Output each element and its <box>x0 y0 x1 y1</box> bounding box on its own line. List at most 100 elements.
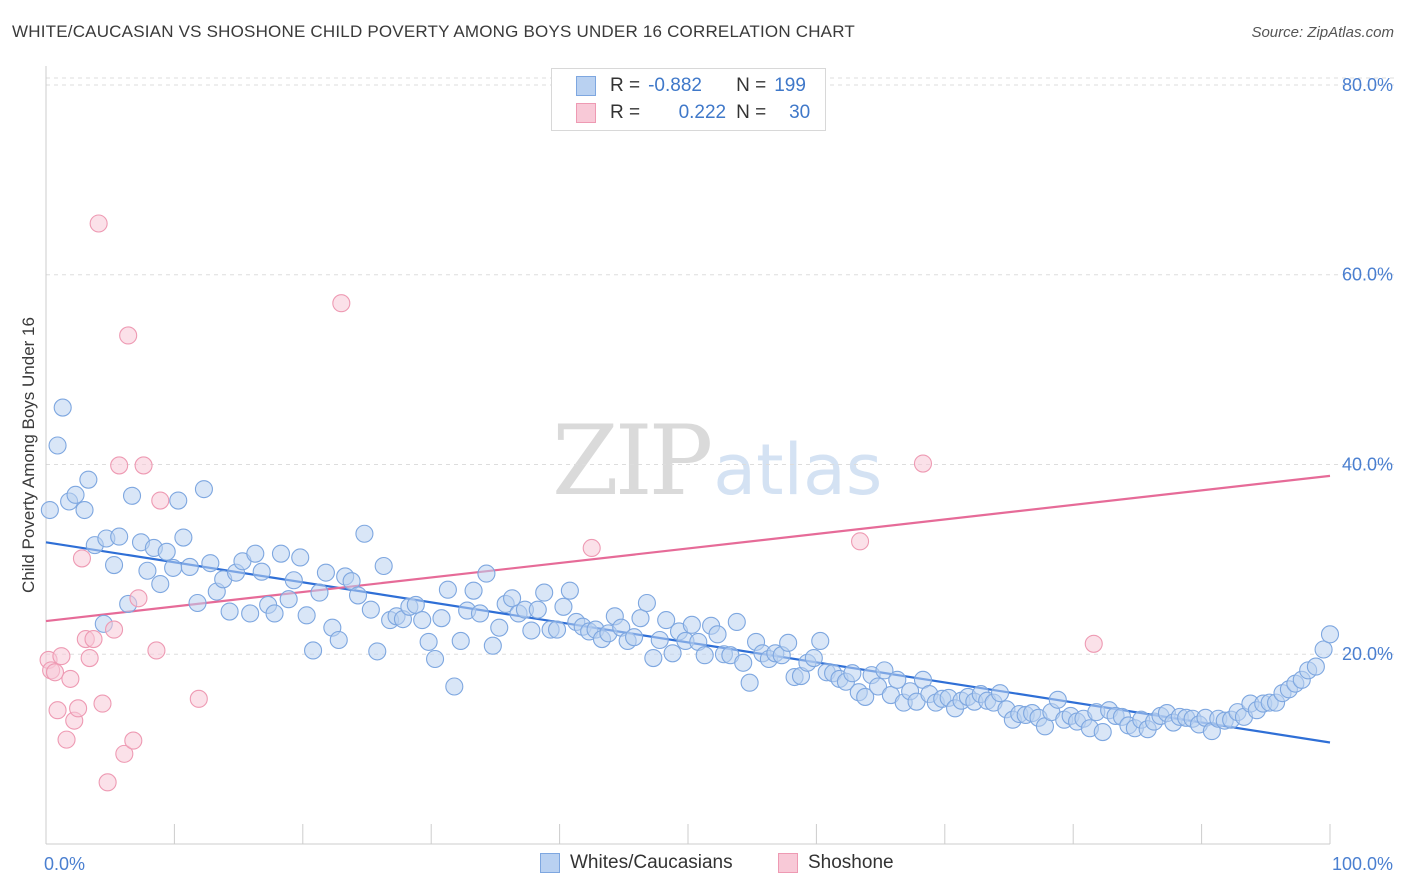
white-caucasian-point <box>374 556 393 576</box>
legend-r-label: R = <box>610 75 641 96</box>
series-legend: Whites/Caucasians Shoshone <box>0 852 1406 878</box>
legend-r-label: R = <box>610 102 641 123</box>
white-caucasian-point <box>406 595 425 614</box>
white-caucasian-point <box>66 485 85 504</box>
shoshone-point <box>124 731 143 750</box>
white-caucasian-point <box>432 609 451 628</box>
white-caucasian-point <box>284 571 303 590</box>
white-caucasian-point <box>875 661 894 680</box>
shoshone-point <box>332 294 351 313</box>
white-caucasian-point <box>48 436 67 455</box>
y-tick-label: 20.0% <box>1342 644 1393 664</box>
shoshone-point <box>48 701 67 720</box>
white-caucasian-point <box>329 630 348 650</box>
legend-n-label: N = <box>736 75 767 96</box>
white-caucasian-point <box>650 630 669 650</box>
white-caucasian-point <box>740 673 759 692</box>
white-caucasian-point <box>535 583 554 602</box>
white-caucasian-point <box>843 664 862 683</box>
watermark-atlas: atlas <box>713 429 883 511</box>
white-caucasian-point <box>252 562 271 581</box>
shoshone-point <box>80 648 99 668</box>
legend-r-value: -0.882 <box>648 75 702 96</box>
trend-lines <box>45 474 1331 744</box>
white-caucasian-point <box>868 677 888 696</box>
legend-item-whites: Whites/Caucasians <box>540 852 733 874</box>
white-caucasian-point <box>310 583 329 602</box>
watermark-zip: ZIP <box>552 405 713 517</box>
white-caucasian-point <box>663 644 682 663</box>
shoshone-point <box>913 454 933 473</box>
white-caucasian-point <box>1048 690 1067 709</box>
legend-n-value: 30 <box>789 102 811 123</box>
shoshone-point <box>84 630 103 649</box>
white-caucasian-point <box>1306 657 1325 676</box>
white-caucasian-point <box>804 648 823 668</box>
legend-label-shoshone: Shoshone <box>808 852 894 873</box>
white-caucasian-point <box>174 528 193 547</box>
white-caucasian-point <box>75 500 94 520</box>
white-caucasian-point <box>413 611 432 630</box>
x-tick-label: 0.0% <box>44 854 85 874</box>
white-caucasian-point <box>105 556 124 575</box>
white-caucasian-point <box>1320 625 1340 644</box>
white-caucasian-point <box>695 646 714 665</box>
legend-n-value: 199 <box>774 75 806 96</box>
white-caucasian-point <box>241 604 260 623</box>
shoshone-point <box>69 699 88 718</box>
white-caucasian-point <box>811 631 830 651</box>
white-caucasian-point <box>1093 722 1112 742</box>
white-caucasian-point <box>79 470 98 489</box>
white-caucasian-point <box>477 564 496 583</box>
correlation-legend: R = -0.882 N = 199 R = 0.222 N = 30 <box>551 68 826 131</box>
y-tick-label: 60.0% <box>1342 265 1393 285</box>
y-axis-title: Child Poverty Among Boys Under 16 <box>19 317 38 593</box>
white-caucasian-point <box>279 590 298 609</box>
white-caucasian-point <box>368 642 387 661</box>
white-caucasian-point <box>503 589 522 608</box>
white-caucasian-point <box>734 653 753 672</box>
shoshone-point <box>115 744 134 763</box>
white-caucasian-point <box>40 500 59 520</box>
legend-label-whites: Whites/Caucasians <box>570 852 733 873</box>
shoshone-point <box>72 549 92 568</box>
legend-row-whites: R = -0.882 N = 199 <box>576 74 806 98</box>
shoshone-point <box>189 689 208 708</box>
shoshone-point <box>582 538 601 558</box>
white-caucasian-point <box>271 544 291 563</box>
white-caucasian-point <box>188 593 207 613</box>
legend-swatch-pink <box>576 103 596 123</box>
white-caucasian-point <box>464 581 483 600</box>
white-caucasian-point <box>297 606 316 625</box>
white-caucasian-point <box>990 684 1010 703</box>
watermark: ZIPatlas <box>552 405 882 517</box>
shoshone-point <box>93 694 112 713</box>
shoshone-point <box>151 491 170 510</box>
y-tick-label: 40.0% <box>1342 454 1393 474</box>
white-caucasian-point <box>727 612 746 632</box>
white-caucasian-point <box>194 480 213 499</box>
shoshone-point <box>1084 634 1103 653</box>
white-caucasian-point <box>856 687 875 706</box>
white-caucasian-point <box>265 604 284 623</box>
white-caucasian-point <box>528 600 547 619</box>
shoshone-point <box>105 620 124 639</box>
shoshone-point <box>57 730 76 749</box>
white-caucasian-point <box>138 561 157 580</box>
white-caucasian-point <box>246 544 265 563</box>
shoshone-point <box>129 589 148 608</box>
white-caucasian-point <box>201 554 220 573</box>
white-caucasian-point <box>419 632 438 651</box>
x-tick-label: 100.0% <box>1332 854 1393 874</box>
white-caucasian-point <box>122 486 142 505</box>
legend-r-value: 0.222 <box>678 102 727 123</box>
shoshone-point <box>119 326 138 345</box>
white-caucasian-point <box>316 563 335 582</box>
shoshone-point <box>45 663 65 682</box>
white-caucasian-point <box>157 542 176 561</box>
axes <box>45 66 1331 845</box>
data-points <box>39 214 1340 792</box>
white-caucasian-point <box>348 586 368 605</box>
shoshone-trendline <box>45 474 1331 623</box>
